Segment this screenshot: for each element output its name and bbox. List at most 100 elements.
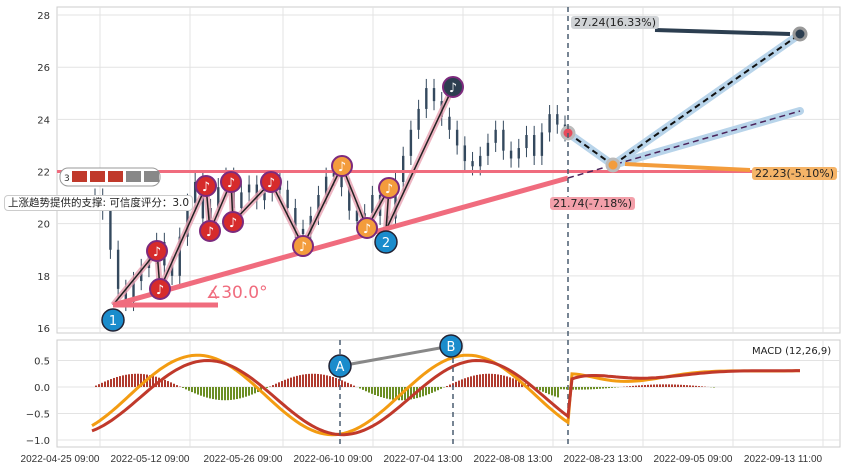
macd-bar — [395, 387, 397, 401]
macd-bar — [308, 373, 310, 387]
macd-bar — [482, 374, 484, 387]
macd-bar — [563, 387, 565, 390]
macd-bar — [320, 374, 322, 387]
note-icon: ♪ — [299, 240, 307, 255]
trend-line — [112, 175, 569, 308]
forecast-high-point — [792, 26, 808, 42]
macd-bar — [149, 375, 151, 387]
macd-bar — [206, 387, 208, 398]
macd-bar — [572, 387, 574, 390]
note-icon: ♪ — [156, 283, 164, 298]
note-marker — [292, 235, 314, 257]
macd-bar — [674, 384, 676, 387]
macd-bar — [287, 378, 289, 387]
y-tick-label: 24 — [37, 115, 50, 126]
candle-body — [116, 249, 120, 289]
macd-bar — [659, 384, 661, 387]
note-icon: ♪ — [363, 222, 371, 237]
note-marker — [378, 177, 400, 199]
macd-bar — [605, 387, 607, 389]
macd-bar — [470, 376, 472, 387]
wave-marker — [374, 230, 398, 254]
macd-bar — [407, 387, 409, 400]
macd-bar — [248, 387, 250, 396]
macd-bar — [398, 387, 400, 401]
macd-bar — [557, 387, 559, 398]
macd-bar — [455, 381, 457, 387]
macd-bar — [317, 373, 319, 387]
candle-body — [432, 88, 436, 102]
forecast-high-label: 27.24(16.33%) — [571, 16, 660, 29]
macd-bar — [221, 387, 223, 401]
macd-bar — [626, 386, 628, 387]
macd-bar — [584, 387, 586, 390]
macd-bar — [632, 385, 634, 387]
macd-bar — [653, 384, 655, 387]
macd-bar — [476, 374, 478, 387]
support-label: 上涨趋势提供的支撑: 可信度评分：3.0 — [4, 195, 194, 211]
macd-bar — [479, 374, 481, 387]
macd-bar — [281, 381, 283, 387]
macd-bar — [425, 387, 427, 396]
trend-angle-label: ∡30.0° — [206, 283, 268, 303]
note-icon: ♪ — [267, 176, 275, 191]
macd-bar — [656, 384, 658, 387]
macd-bar — [419, 387, 421, 398]
wave-marker-label: 1 — [109, 314, 117, 329]
macd-bar — [383, 387, 385, 398]
macd-bar — [152, 375, 154, 387]
x-tick-label: 2022-05-26 09:00 — [204, 454, 283, 465]
macd-bar — [140, 373, 142, 387]
forecast-high-arrow — [654, 28, 791, 36]
macd-y-tick-label: 0.0 — [34, 383, 50, 394]
note-marker — [220, 171, 242, 193]
macd-bar — [218, 387, 220, 400]
macd-bar — [167, 381, 169, 387]
macd-bar — [230, 387, 232, 400]
macd-bar — [131, 373, 133, 387]
macd-bar — [341, 380, 343, 387]
macd-bar — [266, 387, 268, 388]
macd-y-tick-label: −1.0 — [26, 436, 50, 447]
note-icon: ♪ — [229, 216, 237, 231]
macd-bar — [116, 376, 118, 387]
macd-bar — [353, 385, 355, 387]
macd-bar — [545, 387, 547, 394]
note-icon: ♪ — [338, 160, 346, 175]
macd-bar — [560, 387, 562, 390]
pattern-icon — [90, 171, 105, 182]
macd-bar — [269, 386, 271, 387]
x-tick-label: 2022-07-04 13:00 — [384, 454, 463, 465]
macd-bar — [680, 384, 682, 387]
macd-bar — [389, 387, 391, 400]
macd-bar — [404, 387, 406, 401]
macd-bar — [641, 385, 643, 387]
macd-bar — [101, 382, 103, 387]
note-marker — [260, 171, 282, 193]
macd-bar — [464, 378, 466, 387]
macd-bar — [212, 387, 214, 400]
macd-bar — [647, 384, 649, 387]
x-tick-label: 2022-08-23 13:00 — [564, 454, 643, 465]
note-marker — [199, 220, 221, 242]
macd-bar — [275, 383, 277, 387]
macd-bar — [644, 384, 646, 387]
candle-body — [340, 168, 343, 188]
candle-body — [525, 135, 528, 149]
macd-bar — [677, 384, 679, 387]
macd-bar — [350, 384, 352, 387]
macd-bar — [209, 387, 211, 399]
macd-bar — [542, 387, 544, 392]
macd-bar — [191, 387, 193, 393]
candle-body — [186, 202, 189, 237]
x-tick-label: 2022-08-08 13:00 — [474, 454, 553, 465]
macd-bar — [215, 387, 217, 400]
macd-bar — [173, 383, 175, 387]
x-tick-label: 2022-04-25 09:00 — [21, 454, 100, 465]
macd-bar — [665, 384, 667, 387]
candle-body — [263, 192, 266, 201]
candle-body — [286, 189, 289, 209]
y-tick-label: 16 — [37, 324, 50, 335]
macd-y-tick-label: −0.5 — [26, 410, 50, 421]
forecast-band — [564, 129, 617, 169]
